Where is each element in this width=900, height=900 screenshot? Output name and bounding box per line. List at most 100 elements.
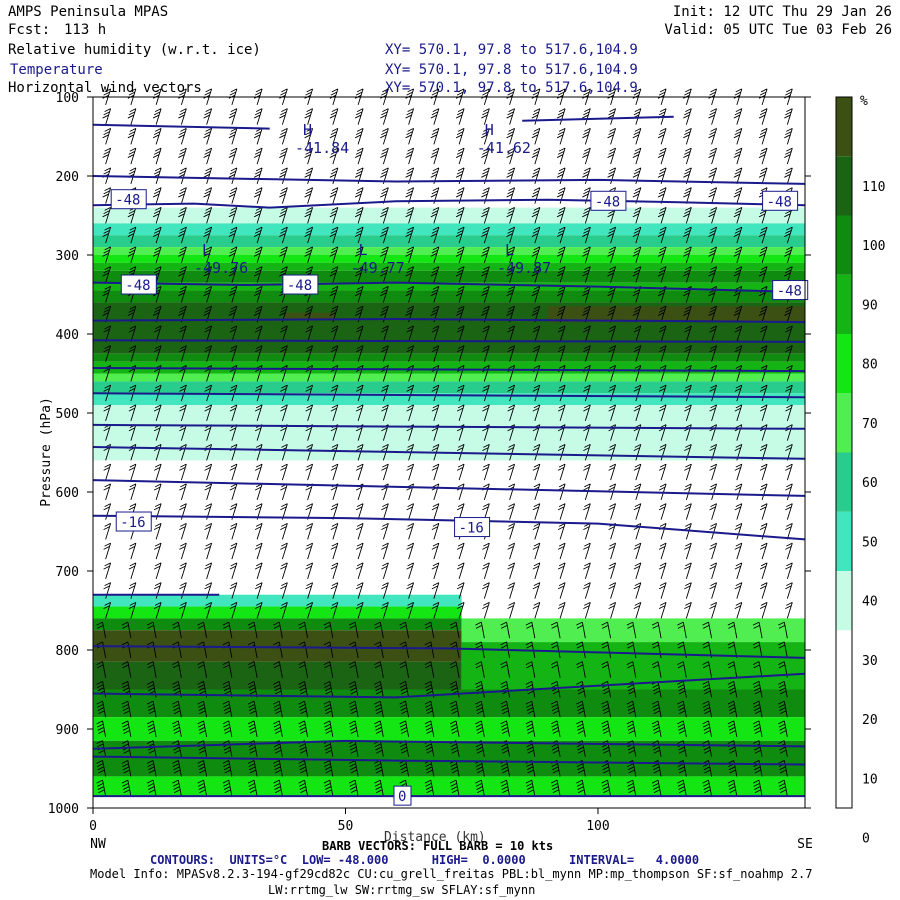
colorbar-label: 60 xyxy=(862,476,878,491)
contour-label: -16 xyxy=(120,515,145,531)
contour-label: -48 xyxy=(777,284,802,300)
extremum-kind: H xyxy=(485,121,494,139)
colorbar-segment xyxy=(836,748,852,808)
temperature-contour xyxy=(92,317,806,324)
colorbar-segment xyxy=(836,334,852,394)
init-time: Init: 12 UTC Thu 29 Jan 26 xyxy=(672,4,892,20)
contour-label: -16 xyxy=(459,521,484,537)
colorbar-segment xyxy=(836,215,852,275)
temperature-contour xyxy=(92,423,806,430)
rh-band xyxy=(93,262,805,271)
rh-band xyxy=(93,223,805,236)
fcst-label: Fcst: xyxy=(8,22,51,38)
model-title: AMPS Peninsula MPAS xyxy=(8,4,169,20)
temperature-contour xyxy=(92,672,806,699)
colorbar-label: 100 xyxy=(862,239,885,254)
model-info-line1: Model Info: MPASv8.2.3-194-gf29cd82c CU:… xyxy=(90,867,813,881)
temperature-contour xyxy=(92,339,806,343)
rh-band xyxy=(93,235,805,248)
temperature-contour xyxy=(522,115,674,122)
extremum-kind: L xyxy=(359,241,368,259)
rh-band xyxy=(93,361,805,374)
barb-legend: BARB VECTORS: FULL BARB = 10 kts xyxy=(322,839,554,853)
colorbar-label: 20 xyxy=(862,713,878,728)
colorbar-segment xyxy=(836,511,852,571)
colorbar-label: 80 xyxy=(862,358,878,373)
fcst-value: 113 h xyxy=(64,22,107,38)
colorbar-label: 0 xyxy=(862,832,870,847)
rh-band xyxy=(93,393,805,406)
rh-patch xyxy=(284,312,336,321)
colorbar-unit: % xyxy=(860,94,868,109)
temperature-contour xyxy=(92,367,806,373)
rh-band xyxy=(93,207,805,224)
colorbar-segment xyxy=(836,156,852,216)
colorbar-segment xyxy=(836,689,852,749)
rh-patch xyxy=(93,717,805,741)
extremum-value: -41.84 xyxy=(295,139,349,157)
colorbar-segment xyxy=(836,97,852,157)
extremum-value: -49.87 xyxy=(497,259,551,277)
contour-label-box xyxy=(110,189,147,210)
contour-label-box xyxy=(115,511,152,532)
extremum-value: -41.62 xyxy=(477,139,531,157)
colorbar-segment xyxy=(836,452,852,512)
x-tick-label: 0 xyxy=(89,819,97,834)
colorbar-label: 70 xyxy=(862,417,878,432)
colorbar-label: 110 xyxy=(862,180,885,195)
colorbar-segment xyxy=(836,571,852,631)
colorbar-segment xyxy=(836,630,852,690)
rh-band xyxy=(93,290,805,303)
x-tick-label: 100 xyxy=(586,819,609,834)
extremum-value: -49.77 xyxy=(351,259,405,277)
colorbar-label: 50 xyxy=(862,535,878,550)
y-tick-label: 400 xyxy=(56,328,79,343)
rh-patch xyxy=(93,618,462,631)
y-tick-label: 300 xyxy=(56,249,79,264)
temperature-contour xyxy=(92,198,806,209)
y-axis-title: Pressure (hPa) xyxy=(39,397,54,507)
colorbar-label: 30 xyxy=(862,654,878,669)
colorbar-label: 40 xyxy=(862,595,878,610)
x-tick-label: 50 xyxy=(338,819,354,834)
rh-patch xyxy=(461,618,805,643)
contour-label: -48 xyxy=(287,278,312,294)
y-tick-label: 200 xyxy=(56,170,79,185)
contour-label-box xyxy=(282,274,319,295)
contour-label: -48 xyxy=(125,278,150,294)
temperature-contour xyxy=(92,281,806,294)
contour-label-box xyxy=(590,190,627,211)
contour-info: CONTOURS: UNITS=°C LOW= -48.000 HIGH= 0.… xyxy=(150,853,700,867)
extremum-value: -49.76 xyxy=(194,259,248,277)
temperature-contour xyxy=(92,446,806,460)
colorbar-frame xyxy=(835,96,853,809)
colorbar-label: 10 xyxy=(862,772,878,787)
rh-band xyxy=(93,373,805,382)
contour-label: -48 xyxy=(595,194,620,210)
extremum-kind: L xyxy=(202,241,211,259)
y-tick-label: 500 xyxy=(56,407,79,422)
field-temp-xy: XY= 570.1, 97.8 to 517.6,104.9 xyxy=(385,62,638,78)
contour-label-box xyxy=(393,785,412,806)
rh-band xyxy=(93,270,805,283)
temperature-contour xyxy=(92,755,806,766)
contour-label: -48 xyxy=(767,194,792,210)
contour-label-box xyxy=(454,517,491,538)
rh-band xyxy=(93,282,805,291)
rh-band xyxy=(93,247,805,255)
field-rh-name: Relative humidity (w.r.t. ice) xyxy=(8,42,261,58)
field-rh-xy: XY= 570.1, 97.8 to 517.6,104.9 xyxy=(385,42,638,58)
field-temp-name: Temperature xyxy=(10,62,103,78)
temperature-contour xyxy=(92,392,806,399)
y-tick-label: 600 xyxy=(56,486,79,501)
rh-patch xyxy=(93,776,805,797)
temperature-contour xyxy=(92,739,806,750)
temperature-contour xyxy=(92,175,806,185)
colorbar-segment xyxy=(836,393,852,453)
rh-band xyxy=(93,255,805,263)
model-info-line2: LW:rrtmg_lw SW:rrtmg_sw SFLAY:sf_mynn xyxy=(268,883,536,897)
temperature-contour xyxy=(92,645,806,659)
x-axis-title: Distance (km) xyxy=(384,830,486,845)
contour-label: 0 xyxy=(398,789,406,805)
